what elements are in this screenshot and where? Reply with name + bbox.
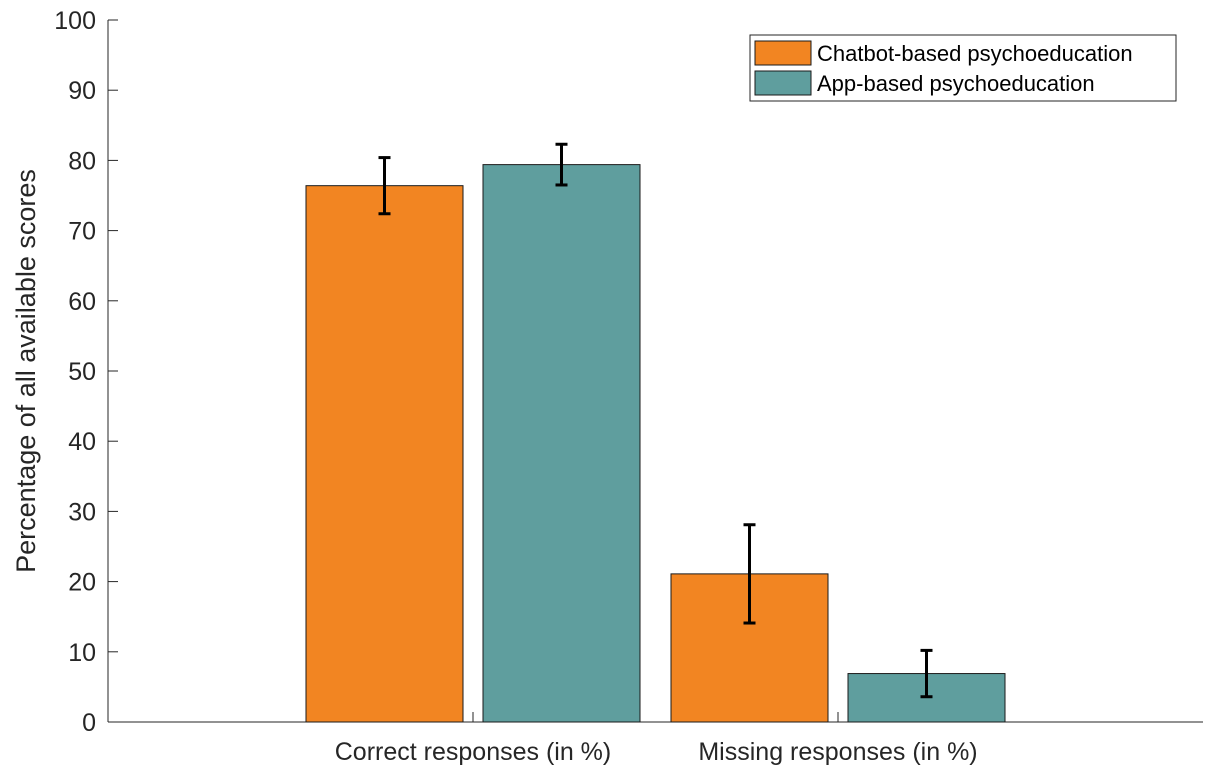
legend-swatch	[754, 70, 812, 96]
legend-label: App-based psychoeducation	[817, 71, 1095, 96]
x-tick-label: Correct responses (in %)	[335, 738, 611, 766]
error-bars	[378, 142, 933, 699]
bar-chatbot-correct	[305, 185, 464, 723]
y-tick-label: 90	[68, 77, 96, 105]
legend-box	[749, 34, 1177, 102]
bar-app-correct	[482, 164, 641, 723]
legend-entry: Chatbot-based psychoeducation	[754, 40, 1133, 66]
y-tick-label: 20	[68, 569, 96, 597]
y-tick-label: 0	[82, 709, 96, 737]
y-axis-ticks: 0 10 20 30 40 50 60 70 80 90 100	[54, 7, 118, 737]
x-axis-ticks: Correct responses (in %) Missing response…	[335, 712, 978, 766]
y-tick-label: 30	[68, 498, 96, 526]
y-tick-label: 60	[68, 288, 96, 316]
x-tick-label: Missing responses (in %)	[698, 738, 977, 766]
legend-swatch	[754, 40, 812, 66]
legend: Chatbot-based psychoeducation App-based p…	[749, 34, 1177, 102]
y-tick-label: 10	[68, 639, 96, 667]
error-bar	[920, 648, 933, 699]
error-bar	[743, 523, 756, 625]
y-tick-label: 70	[68, 218, 96, 246]
legend-entry: App-based psychoeducation	[754, 70, 1095, 96]
error-bar	[555, 142, 568, 187]
y-tick-label: 50	[68, 358, 96, 386]
y-tick-label: 40	[68, 428, 96, 456]
error-bar	[378, 156, 391, 216]
y-axis-label: Percentage of all available scores	[11, 169, 41, 573]
bars	[305, 164, 1006, 723]
legend-label: Chatbot-based psychoeducation	[817, 41, 1133, 66]
axes	[107, 20, 1203, 723]
y-tick-label: 100	[54, 7, 96, 35]
y-tick-label: 80	[68, 147, 96, 175]
